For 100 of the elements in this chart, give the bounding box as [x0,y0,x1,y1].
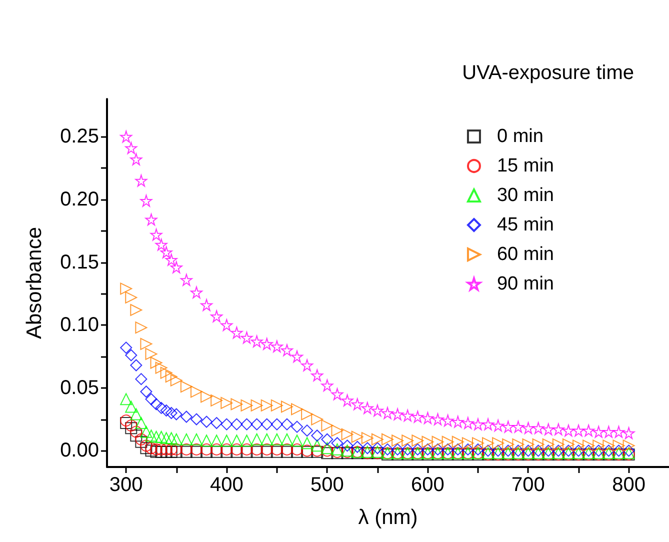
point [582,440,595,452]
point [572,440,585,452]
point [452,416,464,428]
point [200,416,213,428]
point [331,443,344,456]
point [190,386,202,398]
point [341,394,354,406]
point [622,427,635,440]
point [351,430,364,443]
point [291,443,304,456]
point [230,326,243,339]
point [462,417,474,430]
point [582,444,595,457]
point [250,418,263,430]
point [311,430,324,442]
point [170,261,182,274]
point [311,369,324,382]
point [472,437,484,450]
point [371,404,384,416]
point [260,418,273,430]
point [120,342,132,354]
point [542,444,554,457]
point [482,444,494,457]
point [140,442,152,454]
point [582,424,595,437]
point [240,399,253,412]
y-axis-title: Absorbance [23,226,46,340]
point [622,440,635,452]
point [155,443,168,456]
point [125,349,138,362]
point [522,422,534,434]
point [381,433,394,446]
point [432,443,444,456]
point [155,238,168,251]
point [291,420,304,433]
point [210,443,223,456]
point [240,332,253,344]
point [280,433,293,446]
point [552,444,564,457]
point [351,398,364,410]
point [120,130,132,143]
point [120,417,132,430]
point [270,418,283,430]
point [612,444,625,457]
point [135,322,148,334]
point [155,362,168,374]
point [402,443,414,456]
point [170,446,182,458]
point [200,434,213,447]
point [130,408,142,420]
point [190,286,202,298]
point [361,442,374,454]
point [250,433,263,446]
point [412,434,424,447]
point [170,443,182,456]
point [180,380,192,393]
point [512,444,524,457]
point [240,443,253,456]
point [135,417,148,430]
point [542,423,554,436]
point [482,418,494,430]
point [170,374,182,386]
point [270,433,283,446]
point [140,338,152,350]
point [422,412,434,424]
point [412,410,424,423]
point [622,444,635,457]
point [442,414,454,427]
point [145,393,158,406]
point [280,443,293,456]
point [155,446,168,458]
point [502,420,514,433]
point [200,298,213,311]
point [220,396,233,409]
point [351,440,364,453]
point [472,418,484,430]
y-tick-label: 0.25 [60,126,99,148]
point [492,444,504,457]
point [140,386,152,398]
point [280,344,293,356]
point [422,443,434,456]
point [180,410,192,423]
point [160,366,172,379]
point [120,414,132,427]
point [381,443,394,456]
point [442,436,454,448]
point [552,423,564,436]
point [522,444,534,457]
point [190,413,202,426]
point [542,438,554,450]
point [492,420,504,432]
point [250,335,263,348]
point [572,424,585,437]
point [150,398,162,410]
point [150,446,162,458]
legend-title: UVA-exposure time [462,62,634,84]
point [331,424,344,437]
point [270,399,283,412]
point [125,291,138,304]
point [150,356,162,369]
